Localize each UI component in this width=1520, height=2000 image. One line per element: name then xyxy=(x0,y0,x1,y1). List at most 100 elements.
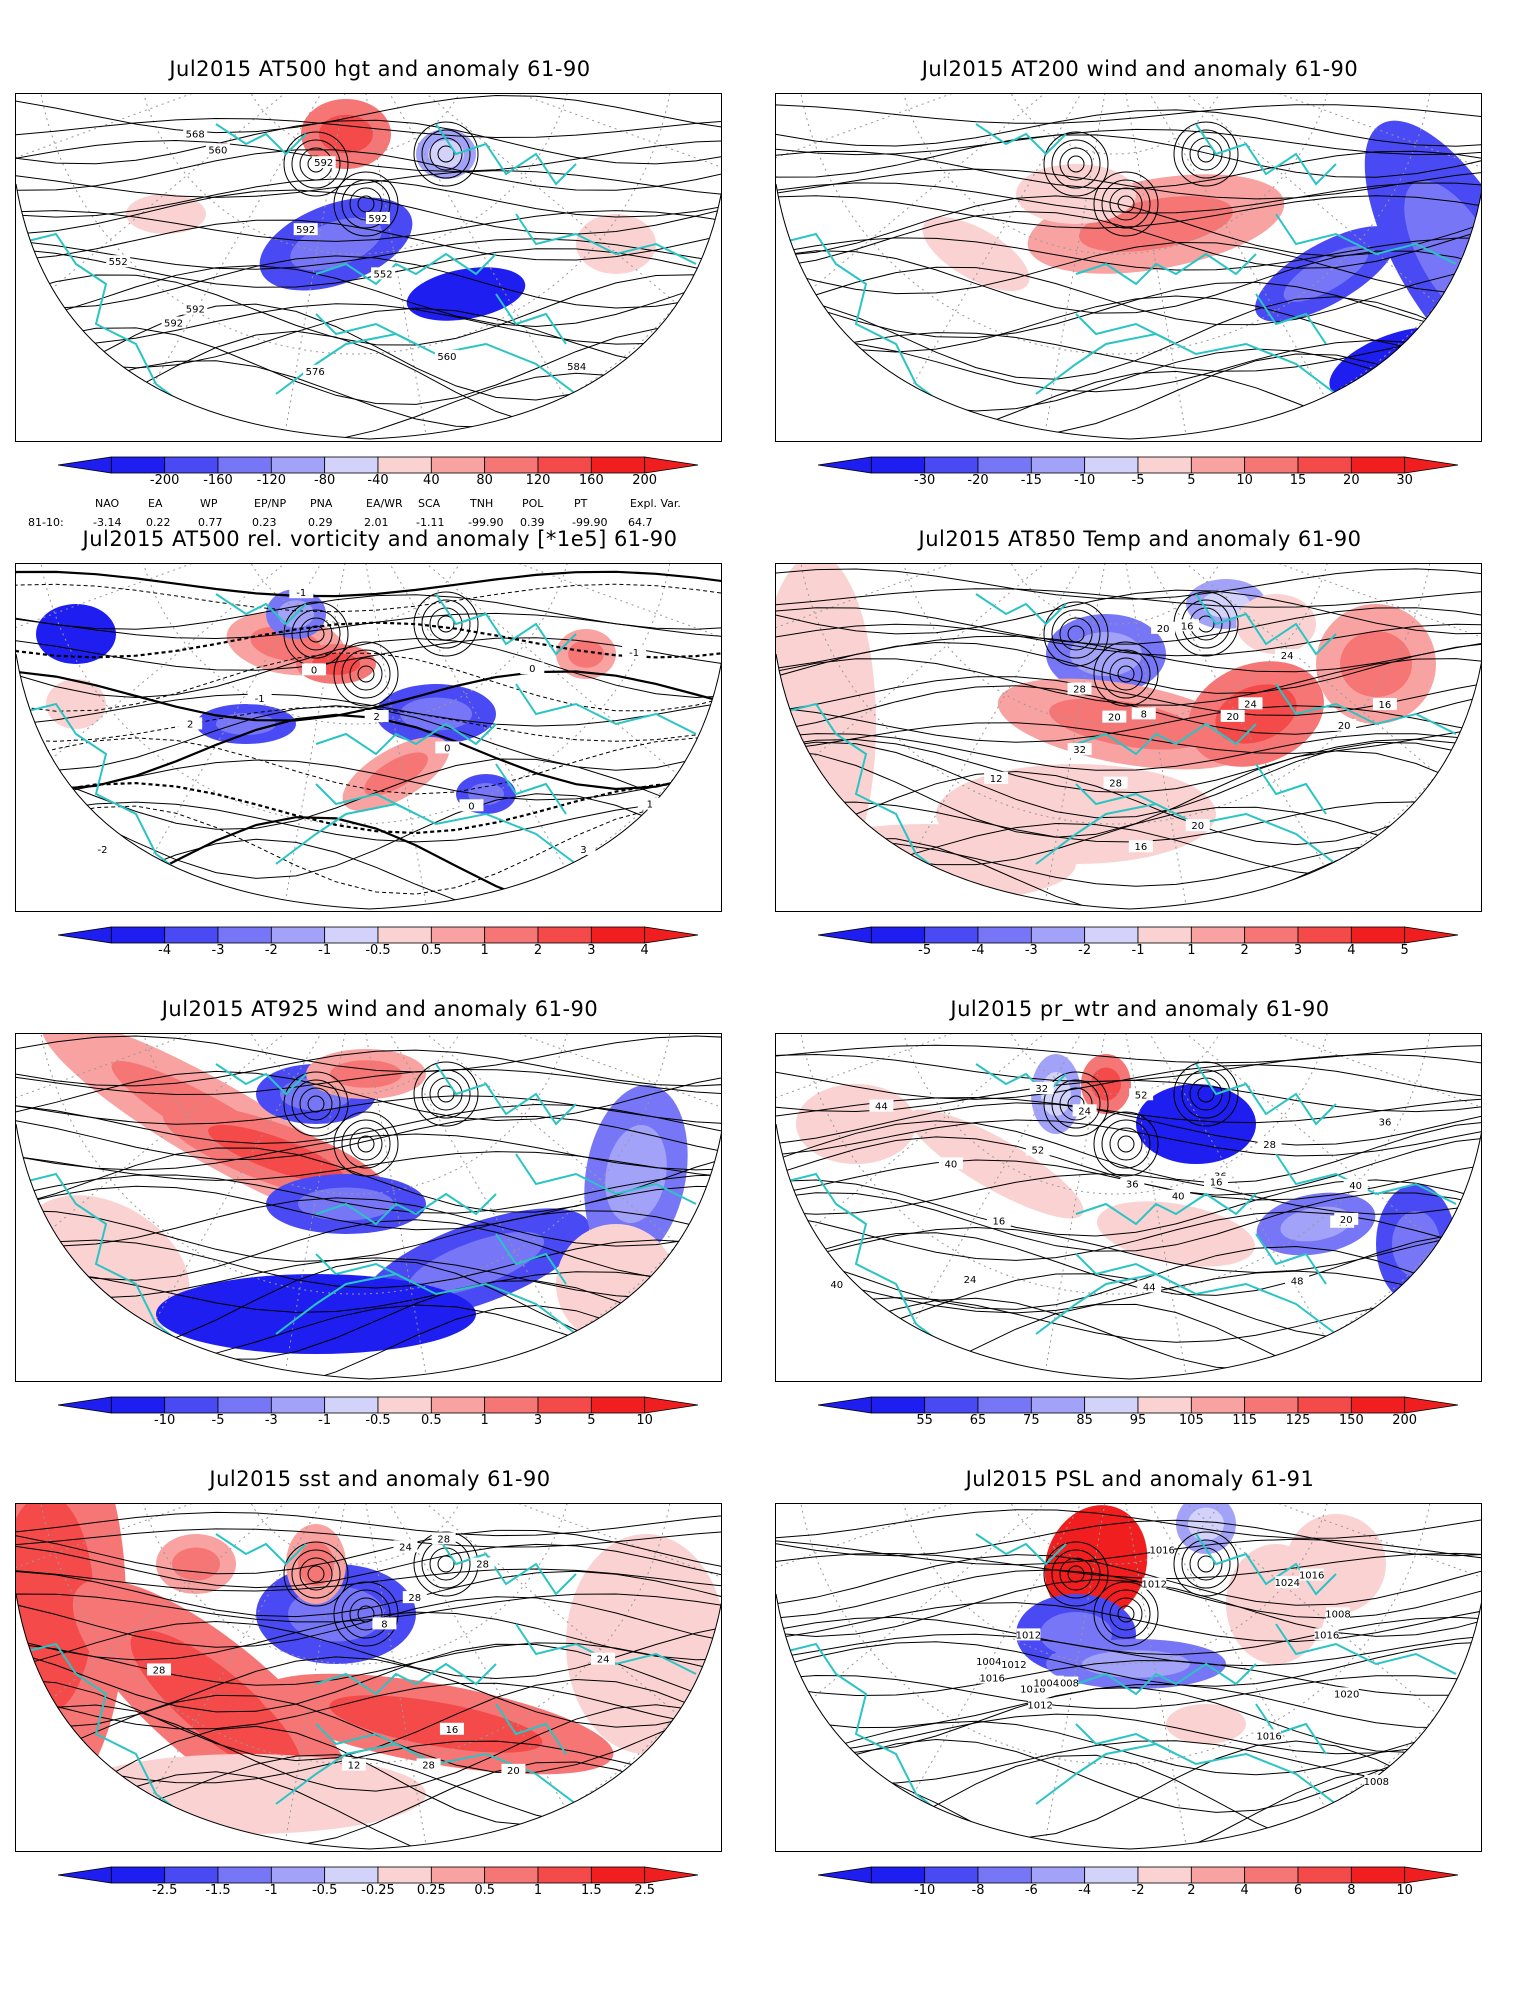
coastline xyxy=(315,313,417,345)
closed-contour xyxy=(1067,625,1085,643)
contour-label: 20 xyxy=(1226,712,1239,723)
contour-label: 20 xyxy=(507,1766,520,1777)
colorbar-arrow-right xyxy=(1404,1396,1459,1414)
colorbar-tick-label: 0.25 xyxy=(416,1883,446,1898)
colorbar-tick-label: 10 xyxy=(1396,1883,1413,1898)
anomaly-core xyxy=(1188,1507,1224,1541)
contour-label-bg xyxy=(365,211,390,224)
closed-contour xyxy=(1101,649,1151,699)
streamline xyxy=(776,104,1481,124)
contour-label: 32 xyxy=(1035,1084,1048,1095)
colorbar xyxy=(57,925,699,945)
contour-label-bg xyxy=(1028,1698,1053,1711)
closed-contour xyxy=(1101,179,1151,229)
closed-contour xyxy=(333,1111,399,1177)
closed-contour xyxy=(1059,1557,1093,1591)
teleconnection-value: 2.01 xyxy=(364,516,389,529)
contour-label-bg xyxy=(302,663,327,676)
longitude-line xyxy=(264,94,356,439)
anomaly-shading xyxy=(908,1109,1084,1219)
anomaly-shading xyxy=(566,1534,721,1754)
longitude-line xyxy=(354,564,616,909)
colorbar-tick-label: 0.5 xyxy=(474,1883,495,1898)
anomaly-shading xyxy=(776,564,876,894)
contour-label: 592 xyxy=(368,214,387,225)
coastline xyxy=(1075,1253,1177,1285)
contour-label: 24 xyxy=(399,1542,412,1553)
streamline xyxy=(16,1133,721,1171)
longitude-line xyxy=(264,564,356,909)
map-frame: 5236404428363244403616242024404852444016 xyxy=(775,1033,1482,1382)
colorbar xyxy=(57,455,699,475)
coastline xyxy=(275,1272,617,1365)
closed-contour xyxy=(1067,155,1085,173)
contour-label-bg xyxy=(183,302,208,315)
contour-label: 0 xyxy=(311,665,317,676)
contour-line xyxy=(16,612,721,640)
contour-line xyxy=(776,1720,1481,1776)
streamline xyxy=(776,128,1481,156)
contour-label-bg xyxy=(976,1654,1001,1667)
colorbar-tick-label: 6 xyxy=(1293,1883,1303,1898)
colorbar-tick-label: -0.5 xyxy=(365,943,391,958)
anomaly-core xyxy=(1082,1650,1190,1678)
colorbar-segment xyxy=(217,1866,272,1884)
colorbar-tick-label: -0.5 xyxy=(365,1413,391,1428)
teleconnection-header: Expl. Var. xyxy=(630,497,681,510)
contour-label: 28 xyxy=(437,1534,450,1545)
teleconnection-header: EA/WR xyxy=(366,497,403,510)
teleconnection-row-label: 81-10: xyxy=(28,516,64,529)
contour-line xyxy=(776,1554,1481,1606)
closed-contour xyxy=(1181,1539,1231,1589)
contour-label: 44 xyxy=(875,1102,888,1113)
streamline xyxy=(776,370,1481,439)
domain-edge xyxy=(776,653,1481,910)
closed-contour xyxy=(1051,609,1101,659)
contour-label-bg xyxy=(1016,1628,1041,1641)
coastline xyxy=(495,293,567,345)
streamline xyxy=(776,182,1481,214)
contour-label-bg xyxy=(371,267,396,280)
contour-label-bg xyxy=(957,1273,982,1286)
closed-contour xyxy=(349,657,383,691)
colorbar-segment xyxy=(590,1866,646,1884)
coastline xyxy=(315,722,497,756)
longitude-line xyxy=(355,94,721,213)
map-canvas xyxy=(16,1034,721,1380)
contour-label-bg xyxy=(178,717,203,730)
contour-line xyxy=(16,372,721,439)
closed-contour xyxy=(283,1071,349,1137)
closed-contour xyxy=(299,617,333,651)
contour-label-bg xyxy=(1025,1143,1050,1156)
coastline xyxy=(776,702,957,885)
coastline xyxy=(275,332,617,425)
colorbar-tick-label: -10 xyxy=(1074,473,1096,488)
contour-line xyxy=(776,733,1481,771)
contour-label: 1 xyxy=(647,800,653,811)
colorbar-tick-label: -8 xyxy=(971,1883,985,1898)
contour-label: 12 xyxy=(990,774,1003,785)
contour-label-bg xyxy=(1137,1280,1162,1293)
colorbar-tick-label: -160 xyxy=(203,473,233,488)
contour-label: 20 xyxy=(1191,821,1204,832)
contour-label: 576 xyxy=(306,367,325,378)
streamline xyxy=(776,296,1481,380)
contour-label-bg xyxy=(311,156,336,169)
map-domain xyxy=(776,1504,1481,1849)
streamline xyxy=(16,1070,721,1122)
colorbar-tick-label: -3 xyxy=(264,1413,278,1428)
closed-contour xyxy=(1043,601,1109,667)
coastline xyxy=(435,1533,577,1596)
contour-line xyxy=(776,1245,1481,1310)
teleconnection-value: 0.77 xyxy=(198,516,223,529)
contour-label: 8 xyxy=(381,1619,387,1630)
contour-label: 20 xyxy=(1108,713,1121,724)
contour-label: 560 xyxy=(437,352,456,363)
coastline xyxy=(515,1153,697,1205)
colorbar xyxy=(817,1395,1459,1415)
contour-label: 16 xyxy=(993,1216,1006,1227)
coastline xyxy=(1195,593,1337,656)
closed-contour xyxy=(1051,1079,1101,1129)
contour-line xyxy=(776,568,1481,600)
colorbar-tick-label: 2 xyxy=(1240,943,1249,958)
